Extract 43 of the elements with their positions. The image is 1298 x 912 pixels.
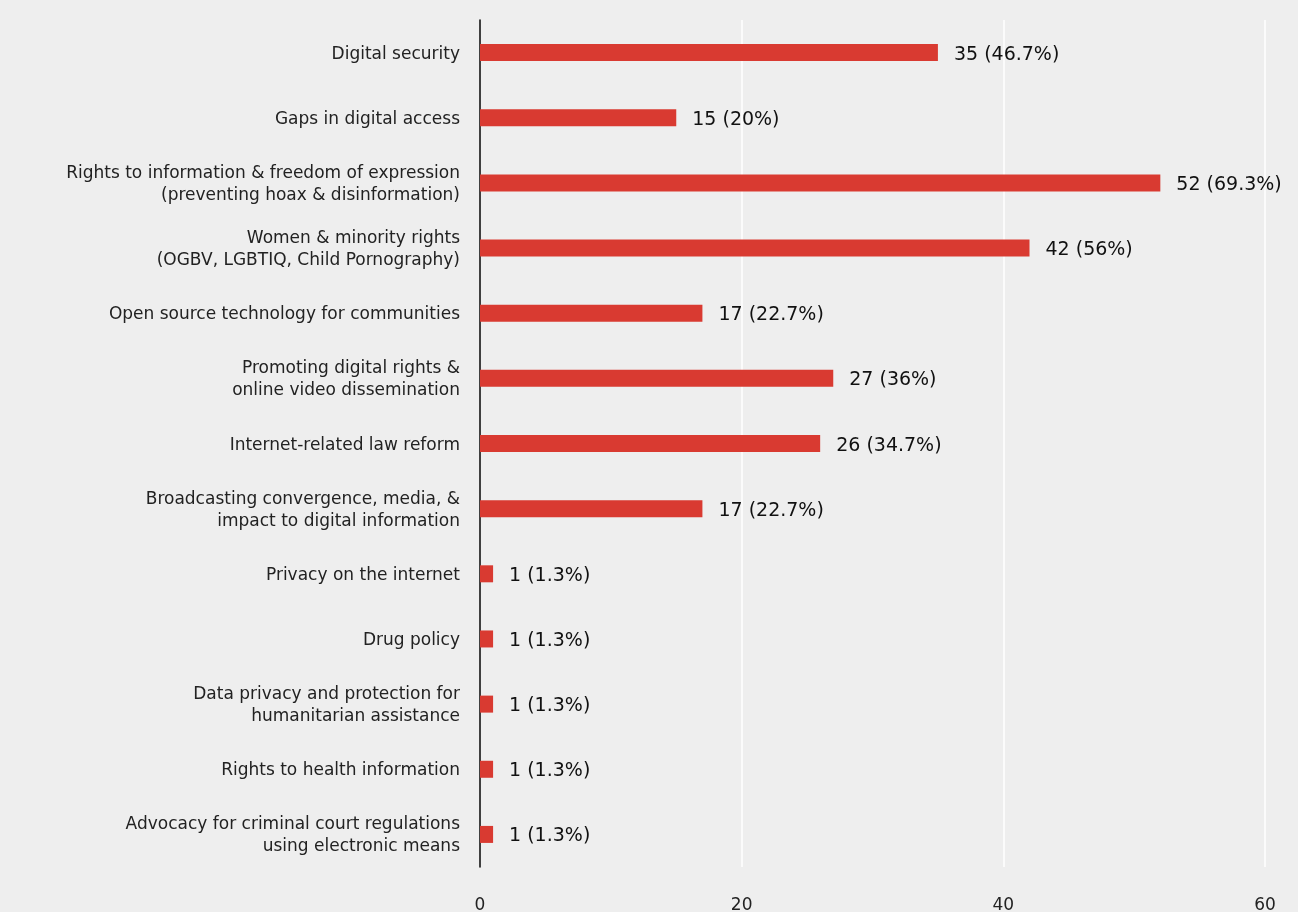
data-label: 17 (22.7%) xyxy=(718,497,824,520)
y-tick-label: Gaps in digital access xyxy=(274,107,461,128)
data-label: 1 (1.3%) xyxy=(509,758,591,781)
y-tick-label: Advocacy for criminal court regulations using electronic means xyxy=(125,813,461,856)
data-label: 1 (1.3%) xyxy=(509,562,591,585)
data-label: 17 (22.7%) xyxy=(718,302,824,325)
y-tick-label: Digital security xyxy=(331,42,460,63)
y-tick-label: Broadcasting convergence, media, & impact to digital information xyxy=(145,487,460,530)
data-label: 52 (69.3%) xyxy=(1176,171,1282,194)
x-tick-label: 0 xyxy=(474,893,486,912)
y-tick-label: Privacy on the internet xyxy=(265,563,461,584)
bar xyxy=(480,44,938,62)
y-tick-label: Internet-related law reform xyxy=(229,433,460,454)
bar xyxy=(480,565,494,583)
y-tick-label: Rights to information & freedom of expression (preventing hoax & disinformation) xyxy=(66,161,460,204)
bar xyxy=(480,630,494,648)
bar xyxy=(480,304,703,322)
y-tick-label: Women & minority rights (OGBV, LGBTIQ, Child Pornography) xyxy=(156,227,461,270)
bar xyxy=(480,109,677,127)
x-tick-label: 20 xyxy=(730,893,753,912)
x-tick-label: 40 xyxy=(992,893,1015,912)
bar xyxy=(480,174,1161,192)
data-label: 1 (1.3%) xyxy=(509,823,591,846)
x-tick-label: 60 xyxy=(1254,893,1276,912)
data-label: 35 (46.7%) xyxy=(953,41,1060,64)
bar xyxy=(480,825,494,843)
data-label: 1 (1.3%) xyxy=(509,627,591,650)
bar xyxy=(480,695,494,713)
bar xyxy=(480,239,1030,257)
bar xyxy=(480,435,821,452)
y-tick-label: Drug policy xyxy=(362,628,460,649)
y-tick-label: Rights to health information xyxy=(221,759,460,780)
y-tick-label: Open source technology for communities xyxy=(108,303,461,324)
y-tick-label: Data privacy and protection for humanitarian assistance xyxy=(193,683,461,726)
data-label: 15 (20%) xyxy=(692,106,780,129)
y-tick-label: Promoting digital rights & online video dissemination xyxy=(232,357,460,400)
bar xyxy=(480,369,834,387)
data-label: 26 (34.7%) xyxy=(836,432,942,455)
data-label: 27 (36%) xyxy=(849,367,937,390)
data-label: 42 (56%) xyxy=(1045,237,1133,260)
bar xyxy=(480,760,494,778)
bar xyxy=(480,500,703,518)
data-label: 1 (1.3%) xyxy=(509,693,591,716)
